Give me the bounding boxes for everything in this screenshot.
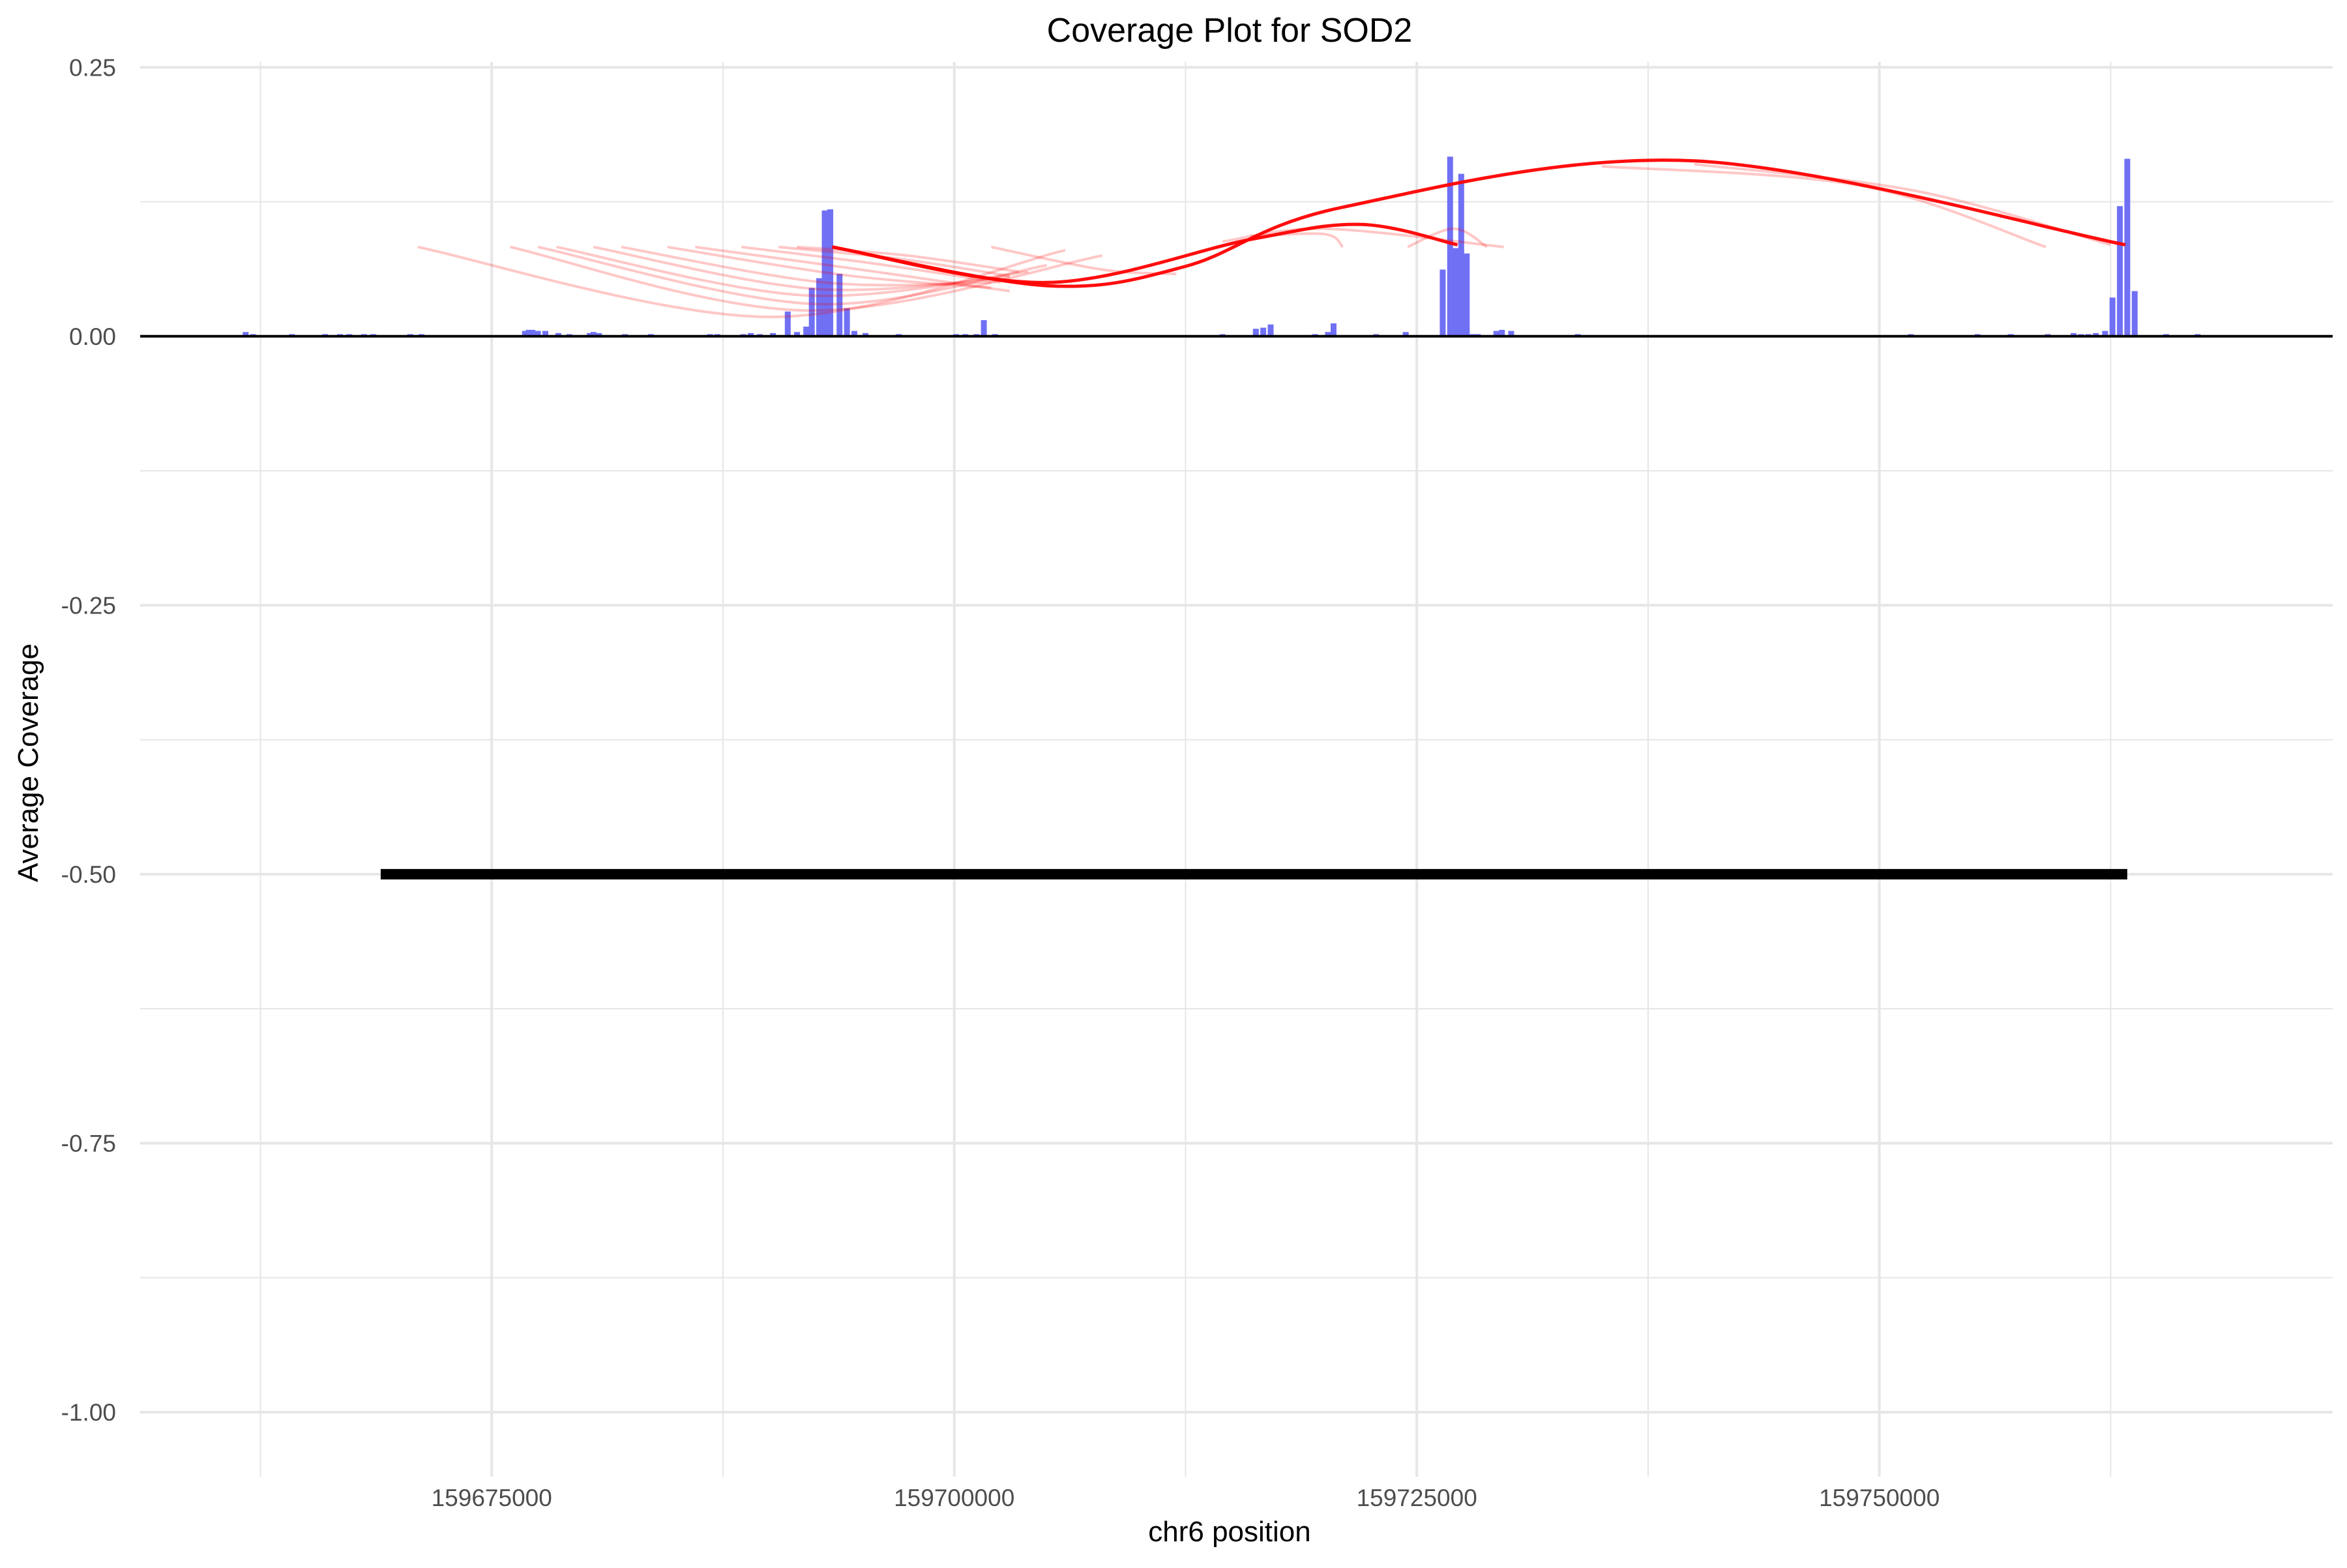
coverage-bar <box>784 311 791 336</box>
coverage-bar <box>770 333 776 336</box>
x-tick-label: 159700000 <box>894 1485 1014 1511</box>
faint-junction-arc <box>593 245 1010 291</box>
coverage-bar <box>1439 269 1446 336</box>
x-tick-label: 159750000 <box>1819 1485 1940 1511</box>
faint-junction-arc <box>556 245 1029 297</box>
x-axis-title: chr6 position <box>1148 1516 1310 1548</box>
y-axis-title: Average Coverage <box>12 643 44 882</box>
coverage-bar <box>590 332 597 336</box>
y-tick-label: 0.00 <box>69 323 116 350</box>
coverage-bar <box>836 274 843 336</box>
coverage-bar <box>1252 329 1259 336</box>
coverage-bar <box>827 209 834 336</box>
y-tick-label: -0.25 <box>61 592 116 619</box>
coverage-bar <box>555 333 561 336</box>
coverage-bar <box>2117 206 2123 336</box>
x-tick-label: 159725000 <box>1357 1485 1477 1511</box>
coverage-bar <box>2102 331 2108 336</box>
faint-junction-arc <box>510 245 1103 312</box>
coverage-bar <box>1402 332 1409 336</box>
coverage-bar <box>529 329 536 336</box>
coverage-bar <box>1453 248 1459 336</box>
faint-junction-arc <box>797 245 1020 273</box>
x-axis-ticks: 159675000 159700000 159725000 159750000 <box>432 1485 1940 1511</box>
y-tick-label: -0.50 <box>61 861 116 888</box>
main-junction-arcs <box>831 158 2126 288</box>
faint-junction-arc <box>667 245 992 289</box>
coverage-bar <box>816 278 823 336</box>
faint-junction-arcs <box>417 162 2111 319</box>
coverage-bar <box>522 331 528 336</box>
faint-junction-arc <box>741 245 1001 284</box>
faint-junction-arc <box>621 245 992 287</box>
coverage-bar <box>2109 297 2116 336</box>
coverage-bar <box>862 333 868 336</box>
coverage-bar <box>851 331 857 336</box>
faint-junction-arc <box>1407 227 1488 248</box>
faint-junction-arc <box>417 245 1066 319</box>
chart-title: Coverage Plot for SOD2 <box>1047 12 1413 50</box>
y-axis-ticks: 0.25 0.00 -0.25 -0.50 -0.75 -1.00 <box>61 54 116 1426</box>
coverage-bar <box>1447 156 1453 336</box>
coverage-bar <box>1260 327 1267 336</box>
coverage-bar <box>1493 331 1499 336</box>
coverage-bar <box>2093 333 2099 336</box>
coverage-bar <box>1499 329 1505 336</box>
coverage-bar <box>596 333 602 336</box>
coverage-bar <box>243 332 249 336</box>
coverage-bar <box>1458 173 1464 336</box>
coverage-bar <box>821 210 828 336</box>
faint-junction-arc <box>1222 227 1504 248</box>
x-tick-label: 159675000 <box>432 1485 552 1511</box>
coverage-bar <box>1325 332 1331 336</box>
coverage-bar <box>1464 253 1470 336</box>
coverage-bar <box>525 329 532 336</box>
coverage-bar <box>587 333 593 336</box>
coverage-bar <box>1330 323 1336 336</box>
y-tick-label: -1.00 <box>61 1399 116 1426</box>
coverage-bar <box>981 320 987 336</box>
coverage-bar <box>2131 291 2138 336</box>
coverage-bar <box>1267 324 1274 336</box>
y-tick-label: 0.25 <box>69 54 116 81</box>
coverage-bar <box>793 332 800 336</box>
grid-lines <box>140 62 2333 1477</box>
coverage-bar <box>844 308 850 336</box>
faint-junction-arc <box>778 245 1011 278</box>
coverage-bar <box>808 288 815 336</box>
coverage-bar <box>2124 158 2131 336</box>
coverage-bar <box>803 326 810 336</box>
coverage-bar <box>2071 333 2077 336</box>
coverage-bar <box>1508 331 1514 336</box>
coverage-bar <box>535 331 541 336</box>
coverage-bar <box>748 333 754 336</box>
faint-junction-arc <box>695 245 1011 293</box>
main-junction-arc <box>831 158 2126 288</box>
faint-junction-arc <box>1694 162 2111 246</box>
y-tick-label: -0.75 <box>61 1130 116 1157</box>
coverage-bar <box>542 331 549 336</box>
